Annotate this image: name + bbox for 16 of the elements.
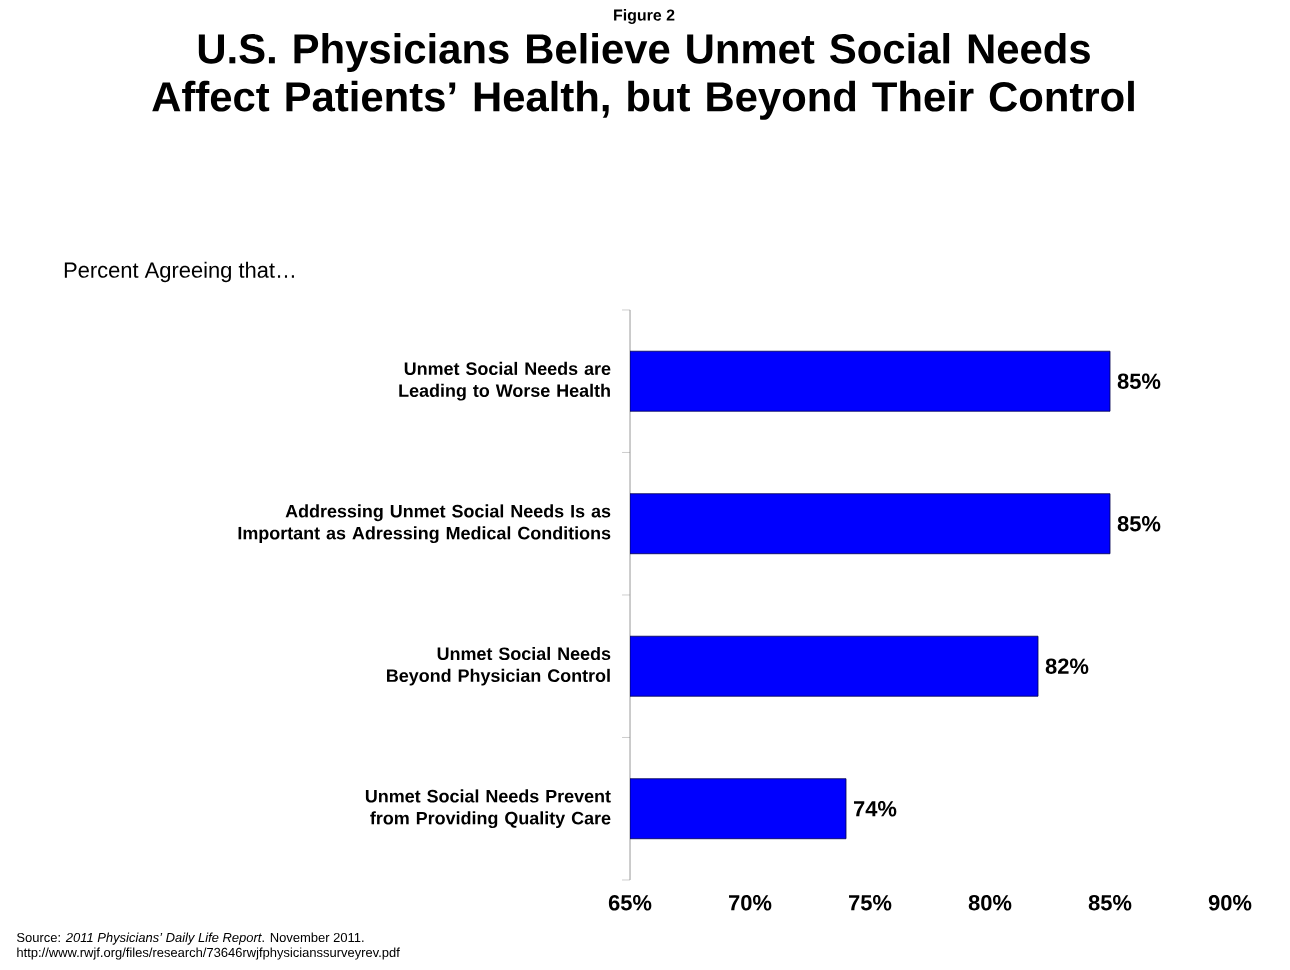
- data-label: 85%: [1117, 373, 1161, 389]
- y-tick-label: Unmet Social Needs Prevent from Providing Quality Care: [365, 789, 611, 829]
- x-tick-label: 80%: [968, 895, 1012, 911]
- text: Percent Agreeing that…: [64, 261, 294, 283]
- data-label: 85%: [1117, 515, 1161, 532]
- x-tick-label: 85%: [1088, 895, 1132, 911]
- data-label: 74%: [853, 801, 897, 817]
- y-tick-label: Unmet Social Needs Beyond Physician Control: [387, 646, 611, 686]
- x-tick-label: 70%: [729, 895, 772, 911]
- chart-title: U.S. Physicians Believe Unmet Social Needs Affect Patients’ Health, but Beyond Their Control: [152, 33, 1134, 120]
- x-tick-label: 90%: [1208, 895, 1252, 911]
- data-label: 82%: [1045, 658, 1089, 674]
- x-tick-label: 75%: [849, 894, 892, 911]
- y-tick-label: Unmet Social Needs are Leading to Worse Health: [399, 361, 611, 401]
- x-tick-label: 65%: [608, 895, 652, 911]
- y-tick-label: Addressing Unmet Social Needs Is as Important as Adressing Medical Conditions: [238, 504, 611, 544]
